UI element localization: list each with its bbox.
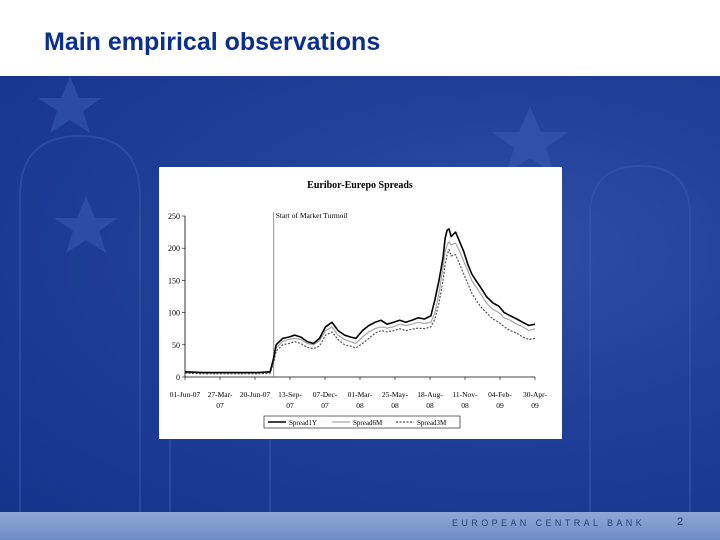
series-line-spread6m [184, 241, 536, 374]
x-tick-label: 01-Mar- [348, 390, 373, 399]
star-icon [54, 196, 118, 253]
star-icon [38, 76, 102, 133]
footer-label: EUROPEAN CENTRAL BANK [452, 518, 646, 528]
turmoil-annotation: Start of Market Turmoil [276, 211, 348, 220]
footer-bar [0, 512, 720, 540]
x-tick-label: 07 [321, 401, 329, 410]
legend-label: Spread3M [417, 419, 447, 427]
x-tick-label: 27-Mar- [208, 390, 233, 399]
series-lines [184, 228, 536, 375]
x-tick-label: 07 [216, 401, 224, 410]
legend-label: Spread6M [353, 419, 383, 427]
x-tick-label: 20-Jun-07 [240, 390, 271, 399]
y-axis: 0 50 100 150 200 250 [168, 212, 186, 382]
x-tick-label: 08 [356, 401, 364, 410]
y-tick-label: 150 [168, 276, 180, 285]
annotations: Start of Market Turmoil [273, 211, 348, 377]
chart-title: Euribor-Eurepo Spreads [307, 180, 413, 191]
x-tick-label: 07 [286, 401, 294, 410]
chart-panel: Euribor-Eurepo Spreads 0 50 100 150 200 250 0… [159, 167, 562, 439]
x-tick-label: 30-Apr- [523, 390, 548, 399]
x-tick-label: 09 [531, 401, 539, 410]
y-tick-label: 250 [168, 212, 180, 221]
x-tick-label: 04-Feb- [488, 390, 512, 399]
x-tick-label: 07-Dec- [313, 390, 338, 399]
legend-label: Spread1Y [289, 419, 317, 427]
star-icon [492, 106, 568, 174]
y-tick-label: 200 [168, 244, 180, 253]
legend-box [263, 415, 461, 429]
x-axis: 01-Jun-07 27-Mar- 07 20-Jun-07 13-Sep- 07 07-D… [170, 376, 548, 410]
legend: Spread1Y Spread6M Spread3M [263, 415, 461, 429]
x-tick-label: 08 [391, 401, 399, 410]
y-tick-label: 100 [168, 309, 180, 318]
title-area: Main empirical observations [0, 0, 720, 76]
x-tick-label: 13-Sep- [278, 390, 302, 399]
series-line-spread1y [184, 228, 536, 374]
series-line-spread3m [184, 248, 536, 375]
slide-title: Main empirical observations [44, 28, 381, 56]
x-tick-label: 08 [426, 401, 434, 410]
x-tick-label: 18-Aug- [417, 390, 443, 399]
y-tick-label: 0 [176, 373, 180, 382]
page-number: 2 [677, 516, 684, 528]
x-tick-label: 25-May- [382, 390, 409, 399]
x-tick-label: 11-Nov- [452, 390, 478, 399]
x-tick-label: 08 [461, 401, 469, 410]
spreads-line-chart: Euribor-Eurepo Spreads 0 50 100 150 200 250 0… [168, 180, 548, 429]
x-tick-label: 01-Jun-07 [170, 390, 201, 399]
x-tick-label: 09 [496, 401, 504, 410]
y-tick-label: 50 [172, 341, 180, 350]
